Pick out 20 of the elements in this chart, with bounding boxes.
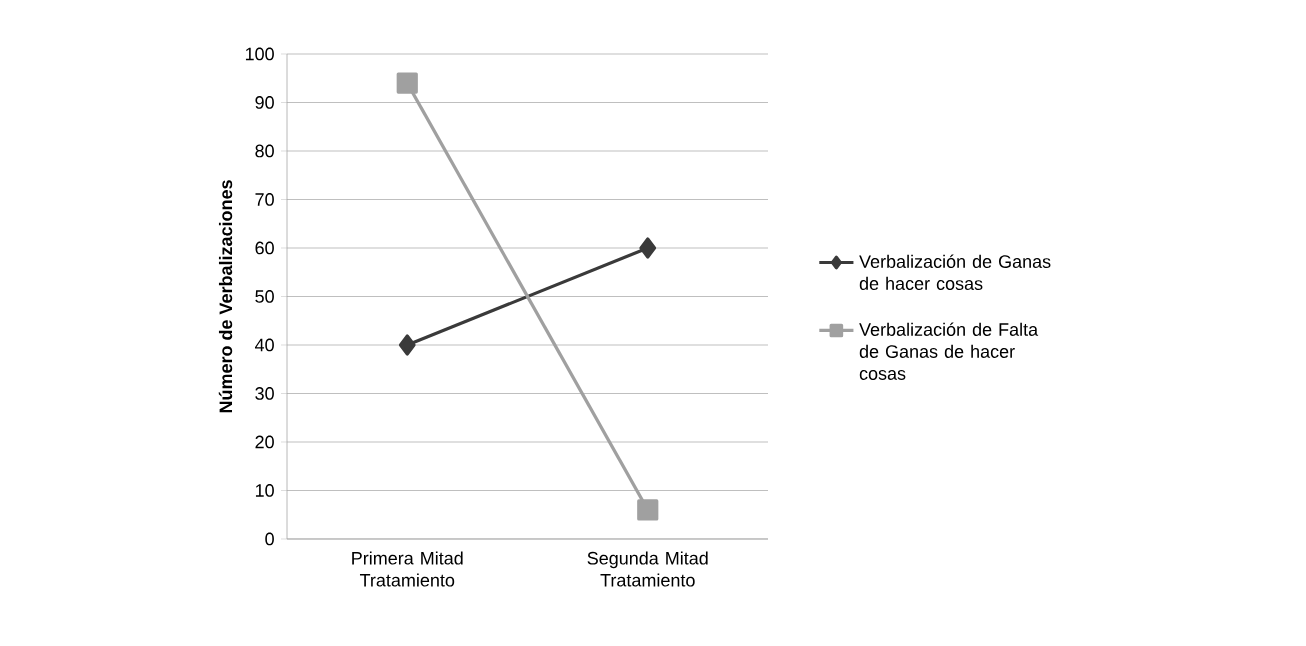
point bbox=[396, 72, 418, 94]
y-tick-label: 50 bbox=[255, 290, 274, 303]
y-tick-label: 0 bbox=[265, 532, 274, 546]
legend-label: Verbalización de Ganas de hacer cosas bbox=[859, 254, 1051, 290]
y-tick-label: 100 bbox=[245, 47, 274, 61]
x-tick-label: Segunda Mitad Tratamiento bbox=[587, 551, 708, 587]
y-tick-label: 30 bbox=[255, 387, 274, 400]
y-tick-label: 20 bbox=[255, 435, 274, 449]
y-tick-label: 80 bbox=[255, 144, 274, 158]
y-tick-label: 40 bbox=[254, 338, 274, 352]
y-tick-label: 90 bbox=[255, 96, 274, 109]
legend-label: Verbalización de Falta de Ganas de hacer cosas bbox=[859, 322, 1039, 380]
y-axis-title: Número de Verbalizaciones bbox=[218, 180, 233, 413]
point bbox=[637, 499, 659, 521]
point bbox=[398, 334, 416, 356]
y-tick-label: 60 bbox=[255, 241, 274, 255]
y-tick-label: 70 bbox=[255, 193, 274, 206]
point bbox=[639, 237, 657, 259]
x-tick-label: Primera Mitad Tratamiento bbox=[352, 551, 463, 587]
y-tick-label: 10 bbox=[255, 484, 274, 497]
